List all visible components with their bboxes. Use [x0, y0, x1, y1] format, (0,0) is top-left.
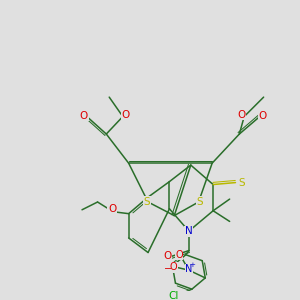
Text: O: O [175, 250, 183, 260]
Text: O: O [169, 262, 177, 272]
Text: S: S [238, 178, 244, 188]
Text: O: O [80, 111, 88, 121]
Text: O: O [164, 251, 172, 261]
Text: S: S [196, 197, 203, 207]
Text: O: O [122, 110, 130, 120]
Text: S: S [144, 197, 150, 207]
Text: O: O [108, 204, 116, 214]
Text: +: + [190, 262, 196, 268]
Text: −: − [164, 264, 172, 274]
Text: N: N [185, 264, 193, 274]
Text: O: O [237, 110, 245, 120]
Text: O: O [259, 111, 267, 121]
Text: N: N [185, 226, 193, 236]
Text: Cl: Cl [168, 291, 178, 300]
